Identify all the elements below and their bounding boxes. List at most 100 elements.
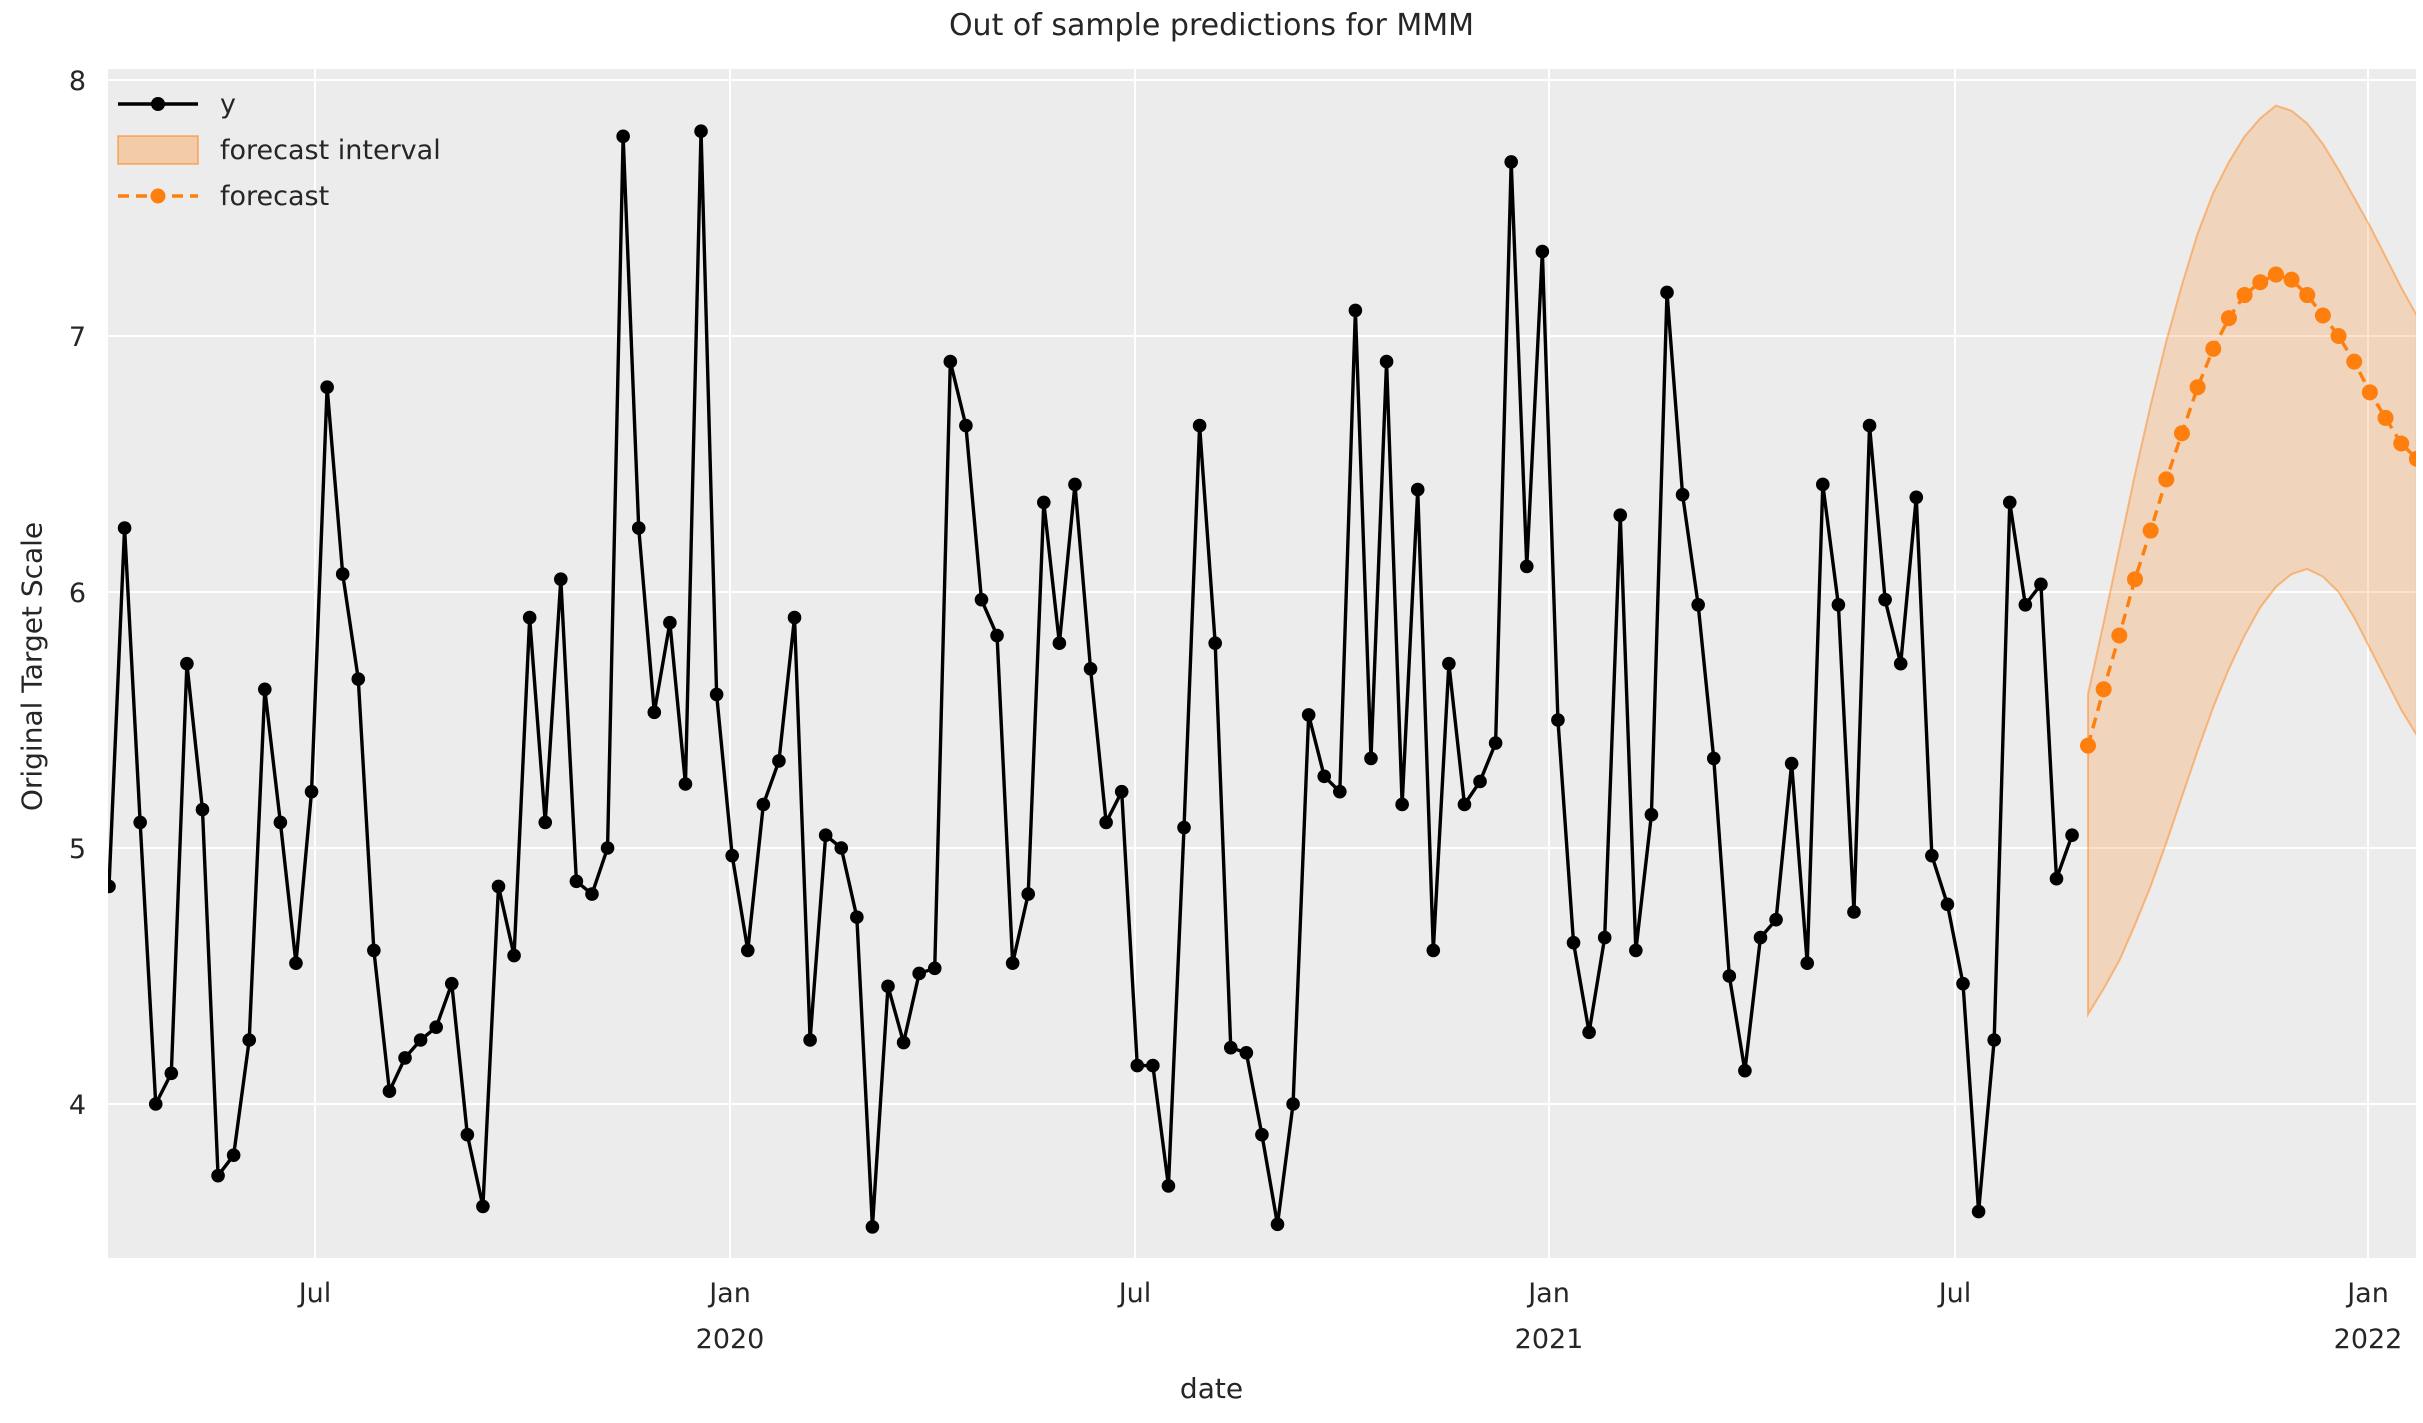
observed-point bbox=[1987, 1033, 2001, 1047]
observed-point bbox=[1831, 598, 1846, 612]
forecast-point bbox=[2080, 737, 2096, 754]
x-tick-label: Jul bbox=[1937, 1278, 1972, 1309]
forecast-point bbox=[2095, 681, 2112, 698]
forecast-point bbox=[2408, 450, 2416, 467]
observed-point bbox=[1473, 774, 1487, 789]
observed-point bbox=[1114, 784, 1129, 799]
observed-point bbox=[585, 887, 599, 901]
observed-point bbox=[476, 1199, 490, 1214]
observed-point bbox=[491, 879, 506, 894]
observed-point bbox=[1348, 303, 1363, 318]
observed-point bbox=[725, 848, 739, 863]
observed-point bbox=[569, 874, 584, 889]
legend-item-label: forecast bbox=[220, 181, 329, 212]
x-tick-label: Jan bbox=[1526, 1278, 1570, 1309]
observed-point bbox=[1566, 935, 1581, 950]
forecast-point bbox=[2111, 627, 2128, 644]
observed-point bbox=[1800, 956, 1815, 970]
observed-point bbox=[1410, 482, 1425, 497]
forecast-point bbox=[2314, 307, 2331, 324]
observed-point bbox=[1738, 1063, 1752, 1078]
observed-point bbox=[818, 828, 833, 842]
y-tick-label: 8 bbox=[69, 66, 86, 97]
observed-point bbox=[507, 948, 521, 963]
forecast-point bbox=[2220, 310, 2237, 327]
observed-point bbox=[444, 976, 459, 991]
observed-point bbox=[912, 966, 926, 981]
observed-point bbox=[772, 754, 786, 768]
y-axis-label: Original Target Scale bbox=[15, 521, 49, 812]
observed-point bbox=[1660, 285, 1674, 300]
observed-point bbox=[226, 1148, 241, 1162]
observed-point bbox=[1442, 656, 1456, 671]
forecast-point bbox=[2142, 522, 2159, 539]
observed-point bbox=[367, 943, 381, 958]
observed-point bbox=[180, 656, 194, 671]
y-tick-label: 5 bbox=[69, 834, 86, 865]
observed-point bbox=[1971, 1204, 1986, 1219]
forecast-point bbox=[2299, 287, 2316, 304]
forecast-point bbox=[2267, 266, 2284, 283]
forecast-point bbox=[2236, 287, 2253, 304]
observed-point bbox=[2018, 598, 2033, 612]
observed-point bbox=[289, 956, 303, 970]
observed-point bbox=[663, 615, 677, 630]
observed-point bbox=[709, 687, 724, 702]
observed-point bbox=[335, 567, 350, 581]
observed-point bbox=[320, 380, 334, 395]
observed-point bbox=[195, 802, 210, 817]
y-tick-label: 7 bbox=[69, 322, 86, 353]
observed-point bbox=[1255, 1127, 1269, 1142]
observed-point bbox=[943, 354, 958, 369]
observed-point bbox=[148, 1097, 163, 1111]
observed-point bbox=[554, 572, 568, 586]
observed-point bbox=[1052, 636, 1067, 650]
observed-point bbox=[429, 1020, 443, 1034]
observed-point bbox=[1722, 969, 1737, 983]
observed-point bbox=[351, 672, 366, 686]
legend-item-label: forecast interval bbox=[220, 135, 441, 166]
x-tick-label: Jul bbox=[1117, 1278, 1152, 1309]
observed-point bbox=[242, 1033, 257, 1047]
observed-point bbox=[1161, 1179, 1176, 1193]
forecast-point bbox=[2377, 409, 2394, 426]
observed-point bbox=[1816, 477, 1830, 492]
observed-point bbox=[2002, 495, 2017, 510]
forecast-point bbox=[2346, 353, 2363, 370]
observed-point bbox=[1379, 354, 1394, 369]
observed-point bbox=[382, 1084, 397, 1098]
legend-interval-swatch bbox=[117, 135, 199, 165]
observed-point bbox=[865, 1220, 880, 1234]
x-tick-label: Jan bbox=[2345, 1278, 2389, 1309]
observed-point bbox=[1208, 636, 1222, 650]
observed-point bbox=[1099, 815, 1113, 830]
observed-point bbox=[460, 1127, 475, 1142]
observed-point bbox=[1893, 656, 1908, 671]
observed-point bbox=[1909, 490, 1924, 505]
observed-point bbox=[1333, 784, 1347, 799]
observed-point bbox=[2034, 577, 2048, 592]
forecast-point bbox=[2393, 435, 2410, 452]
observed-point bbox=[600, 841, 615, 855]
observed-point bbox=[974, 592, 989, 607]
observed-point bbox=[1847, 905, 1861, 919]
observed-point bbox=[1223, 1040, 1238, 1055]
forecast-point bbox=[2189, 379, 2206, 396]
forecast-series bbox=[2080, 266, 2416, 754]
observed-point bbox=[927, 961, 942, 976]
x-tick-label: Jul bbox=[297, 1278, 332, 1309]
observed-point bbox=[803, 1033, 817, 1047]
observed-point bbox=[1862, 418, 1877, 433]
observed-point bbox=[1301, 708, 1316, 722]
observed-point bbox=[398, 1051, 412, 1065]
observed-point bbox=[896, 1035, 911, 1050]
forecast-point bbox=[2126, 571, 2143, 588]
observed-point bbox=[1068, 477, 1082, 492]
observed-point bbox=[850, 910, 864, 924]
x-tick-year-label: 2022 bbox=[2334, 1324, 2403, 1355]
y-tick-label: 6 bbox=[69, 578, 86, 609]
observed-point bbox=[1597, 930, 1612, 945]
chart-title: Out of sample predictions for MMM bbox=[948, 8, 1475, 43]
